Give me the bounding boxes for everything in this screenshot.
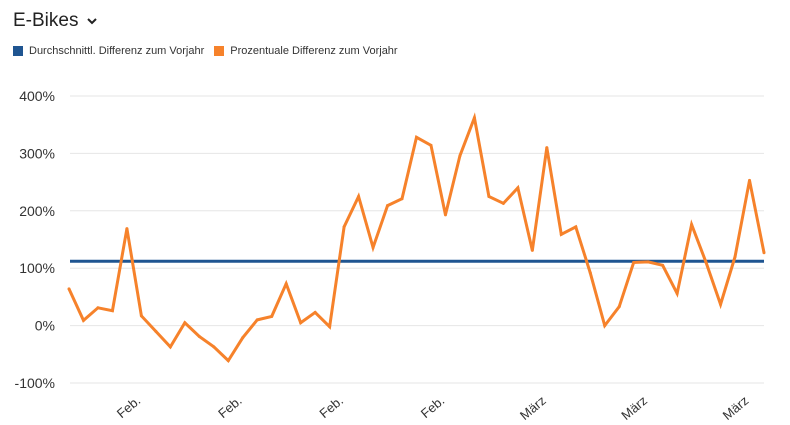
- chevron-down-icon: [87, 18, 98, 25]
- legend-swatch: [13, 46, 23, 56]
- data-point: [574, 225, 578, 229]
- y-tick-label: -100%: [15, 375, 55, 391]
- x-tick-label: März: [517, 393, 549, 423]
- data-point: [415, 135, 418, 139]
- data-point: [154, 329, 158, 333]
- legend-item-average[interactable]: Durchschnittl. Differenz zum Vorjahr: [13, 45, 204, 57]
- data-point: [646, 260, 650, 264]
- y-tick-label: 0%: [35, 318, 55, 334]
- chart-title-dropdown[interactable]: E-Bikes: [13, 10, 98, 32]
- data-point: [313, 310, 317, 314]
- legend: Durchschnittl. Differenz zum Vorjahr Pro…: [13, 45, 398, 57]
- data-point: [212, 345, 216, 349]
- percent-difference-line: [67, 112, 766, 363]
- data-point: [328, 325, 332, 329]
- y-tick-label: 200%: [19, 203, 55, 219]
- data-point: [284, 282, 288, 286]
- data-point: [270, 314, 274, 318]
- data-point: [487, 194, 491, 198]
- data-point: [386, 204, 390, 208]
- y-tick-label: 300%: [19, 145, 55, 161]
- data-point: [197, 335, 201, 339]
- x-tick-label: Feb.: [114, 393, 144, 421]
- data-point: [357, 194, 361, 198]
- chart-title: E-Bikes: [13, 10, 79, 31]
- legend-swatch: [214, 46, 225, 56]
- x-tick-label: März: [618, 393, 650, 423]
- data-point: [530, 248, 534, 252]
- data-point: [241, 336, 245, 340]
- data-point: [516, 186, 520, 190]
- data-point: [719, 302, 723, 306]
- data-point: [443, 213, 447, 217]
- data-point: [748, 178, 752, 182]
- data-point: [603, 324, 607, 328]
- data-point: [472, 116, 476, 120]
- data-point: [110, 309, 114, 313]
- data-point: [617, 305, 621, 309]
- y-tick-label: 100%: [19, 260, 55, 276]
- data-point: [168, 345, 172, 349]
- data-point: [299, 321, 303, 325]
- data-point: [762, 251, 766, 255]
- data-point: [125, 227, 129, 231]
- data-point: [675, 291, 679, 295]
- legend-item-percent[interactable]: Prozentuale Differenz zum Vorjahr: [214, 45, 398, 57]
- data-point: [226, 359, 230, 363]
- data-point: [429, 143, 433, 147]
- data-point: [183, 321, 187, 325]
- data-point: [733, 255, 737, 259]
- x-tick-label: Feb.: [215, 393, 245, 421]
- data-point: [501, 201, 505, 205]
- data-point: [255, 318, 259, 322]
- data-point: [632, 260, 636, 264]
- data-point: [545, 146, 549, 150]
- data-point: [661, 263, 665, 267]
- legend-label: Durchschnittl. Differenz zum Vorjahr: [29, 45, 205, 57]
- data-point: [139, 314, 143, 318]
- data-point: [96, 306, 100, 310]
- data-point: [81, 318, 85, 322]
- x-tick-label: Feb.: [316, 393, 346, 421]
- data-point: [400, 197, 404, 201]
- x-tick-label: Feb.: [418, 393, 448, 421]
- y-tick-label: 400%: [19, 88, 55, 104]
- data-point: [371, 246, 375, 250]
- data-point: [704, 260, 708, 264]
- data-point: [342, 225, 346, 229]
- x-tick-label: März: [720, 393, 752, 423]
- data-point: [458, 154, 462, 158]
- data-point: [67, 287, 71, 291]
- data-point: [588, 271, 592, 275]
- data-point: [690, 223, 694, 227]
- legend-label: Prozentuale Differenz zum Vorjahr: [230, 45, 398, 57]
- data-point: [559, 232, 563, 236]
